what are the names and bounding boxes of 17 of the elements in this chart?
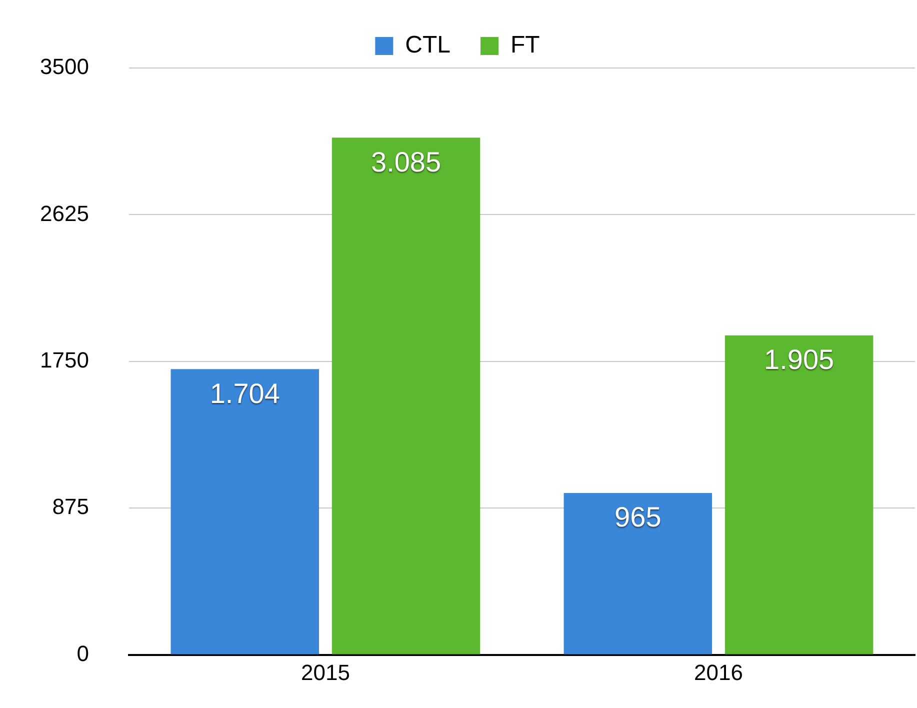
bar xyxy=(332,138,480,654)
y-tick-label: 2625 xyxy=(40,200,89,226)
y-tick-label: 1750 xyxy=(40,347,89,372)
bar xyxy=(170,369,320,654)
data-label: 1.704 xyxy=(210,378,280,409)
y-tick-label: 3500 xyxy=(40,54,89,80)
x-tick-label: 2015 xyxy=(300,660,350,686)
data-label: 1.905 xyxy=(764,344,834,376)
data-label: 965 xyxy=(614,502,662,533)
legend-label: FT xyxy=(510,32,540,59)
bar xyxy=(724,335,874,654)
data-label: 3.085 xyxy=(370,146,442,178)
x-tick-label: 2016 xyxy=(694,660,743,686)
legend-label: CTL xyxy=(405,32,451,59)
y-tick-label: 875 xyxy=(52,494,89,520)
bar xyxy=(564,493,712,654)
y-tick-label: 0 xyxy=(76,640,89,666)
